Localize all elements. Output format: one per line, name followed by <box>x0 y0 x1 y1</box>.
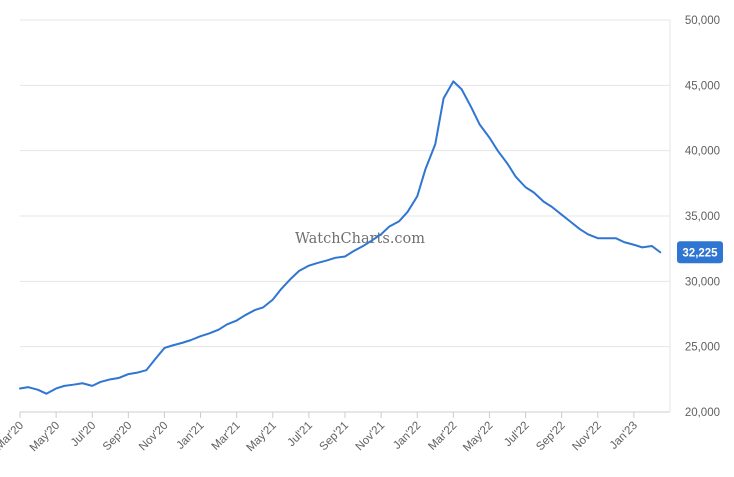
x-tick-label: Sep'20 <box>101 420 135 454</box>
x-tick-label: Mar'20 <box>0 420 26 453</box>
x-tick-label: Jul'21 <box>286 420 315 449</box>
y-tick-label: 20,000 <box>685 407 720 419</box>
x-tick-label: Jan'22 <box>391 420 423 452</box>
y-axis-ticks: 20,000 25,000 30,000 35,000 40,000 45,000 50,0… <box>685 15 720 419</box>
y-tick-label: 40,000 <box>685 146 720 158</box>
last-value-badge: 32,225 <box>677 241 723 264</box>
y-tick-label: 35,000 <box>685 211 720 223</box>
y-tick-label: 50,000 <box>685 15 720 27</box>
watermark: WatchCharts.com <box>295 231 425 247</box>
y-tick-label: 45,000 <box>685 80 720 92</box>
last-value-badge-bg <box>677 241 723 264</box>
x-tick-label: Nov'22 <box>570 420 604 454</box>
x-tick-label: Jan'23 <box>608 420 640 452</box>
grid-lines <box>20 19 671 413</box>
series-line <box>19 80 662 395</box>
y-tick-label: 30,000 <box>685 276 720 288</box>
x-tick-label: Sep'21 <box>318 420 352 454</box>
x-tick-label: Mar'21 <box>210 420 243 453</box>
x-tick-label: May'22 <box>461 420 495 454</box>
x-tick-label: Nov'20 <box>137 420 171 454</box>
x-axis-ticks: Mar'20 May'20 Jul'20 Sep'20 Nov'20 Jan'21 Mar'… <box>0 412 640 454</box>
last-value-label: 32,225 <box>682 247 718 259</box>
y-tick-label: 25,000 <box>685 342 720 354</box>
x-tick-label: May'21 <box>244 420 278 454</box>
x-tick-label: Mar'22 <box>426 420 459 453</box>
x-tick-label: Sep'22 <box>534 420 568 454</box>
x-tick-label: May'20 <box>28 420 62 454</box>
x-tick-label: Jan'21 <box>174 420 206 452</box>
x-tick-label: Jul'20 <box>69 420 98 449</box>
x-tick-label: Jul'22 <box>502 420 531 449</box>
x-tick-label: Nov'21 <box>354 420 388 454</box>
